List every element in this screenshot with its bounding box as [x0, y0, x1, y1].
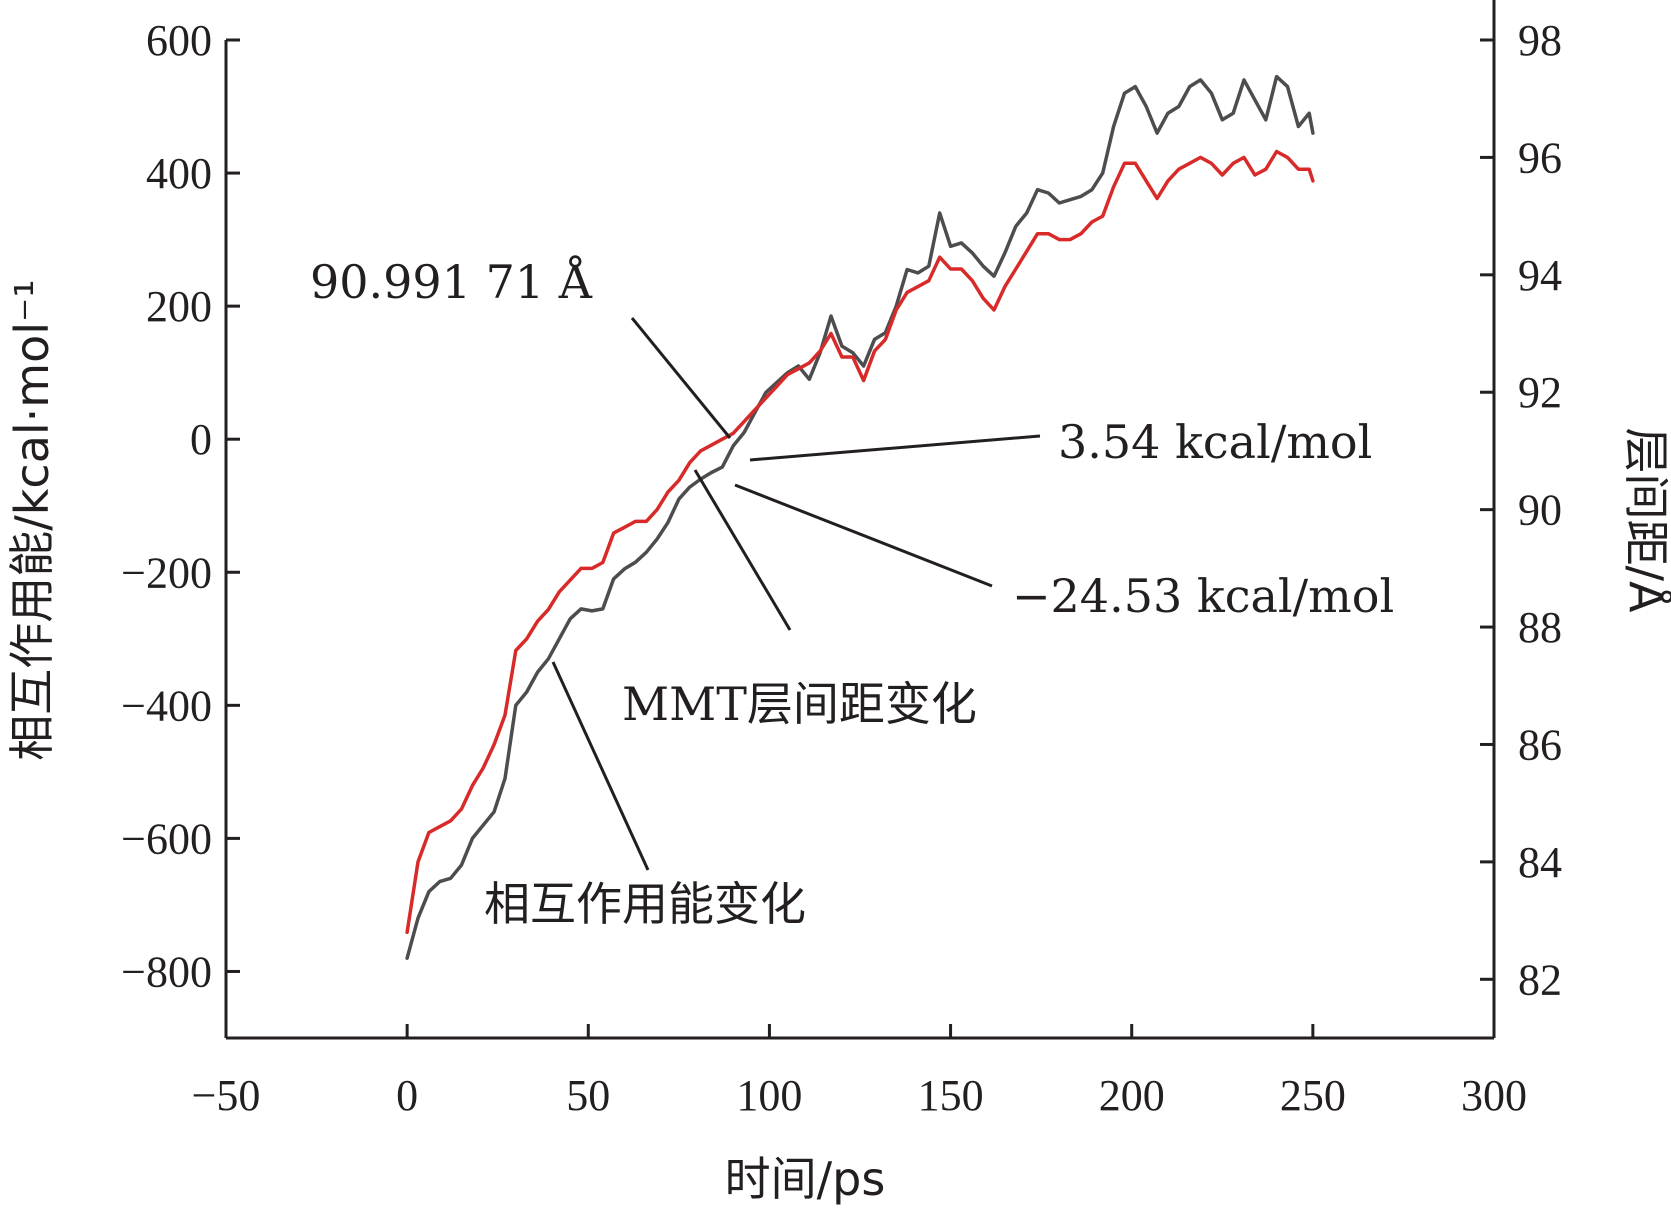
- x-tick-label: −50: [192, 1071, 261, 1120]
- x-tick-label: 150: [918, 1071, 984, 1120]
- series-line-interaction-energy: [405, 74, 1315, 960]
- y-right-tick-label: 84: [1518, 838, 1562, 887]
- annotation-leader-line: [749, 434, 1041, 462]
- x-axis-title: 时间/ps: [725, 1152, 886, 1206]
- y-left-tick-label: 400: [146, 149, 212, 198]
- y-left-tick-label: −200: [121, 548, 212, 597]
- series-line-interlayer-spacing: [405, 149, 1315, 935]
- series-layer: [405, 74, 1315, 960]
- y-left-tick-label: −800: [121, 947, 212, 996]
- annotation-layer: 90.991 71 Å 3.54 kcal/mol −24.53 kcal/mol M…: [310, 254, 1394, 931]
- y-right-tick-label: 86: [1518, 720, 1562, 769]
- x-tick-label: 0: [396, 1071, 418, 1120]
- y-right-tick-label: 88: [1518, 603, 1562, 652]
- x-tick-label: 200: [1099, 1071, 1165, 1120]
- axes: −50 0 50 100 150 200 250 300 600 400 200 0 −200 −400 −…: [121, 0, 1562, 1120]
- y-right-tick-label: 96: [1518, 133, 1562, 182]
- annotation-leader-line: [693, 469, 792, 631]
- x-tick-label: 300: [1461, 1071, 1527, 1120]
- annotation-leader-line: [551, 661, 650, 871]
- y-left-tick-label: 200: [146, 282, 212, 331]
- annotation-label: −24.53 kcal/mol: [1012, 569, 1394, 623]
- y-right-tick-label: 92: [1518, 368, 1562, 417]
- y-axis-right-title: 层间距/Å: [1619, 428, 1671, 613]
- annotation-leader-line: [734, 483, 993, 588]
- annotation-label: 90.991 71 Å: [310, 254, 593, 309]
- y-left-tick-label: 600: [146, 16, 212, 65]
- y-right-tick-label: 98: [1518, 16, 1562, 65]
- annotation-label: 相互作用能变化: [484, 877, 806, 931]
- y-left-tick-label: −400: [121, 681, 212, 730]
- x-tick-label: 50: [566, 1071, 610, 1120]
- y-right-tick-label: 82: [1518, 955, 1562, 1004]
- y-right-tick-label: 94: [1518, 251, 1562, 300]
- y-left-tick-label: −600: [121, 814, 212, 863]
- y-axis-left-title: 相互作用能/kcal·mol⁻¹: [5, 279, 59, 760]
- x-tick-label: 250: [1280, 1071, 1346, 1120]
- y-right-tick-label: 90: [1518, 486, 1562, 535]
- annotation-label: MMT层间距变化: [622, 677, 977, 731]
- y-left-tick-label: 0: [190, 415, 212, 464]
- annotation-label: 3.54 kcal/mol: [1058, 415, 1372, 469]
- annotation-leader-line: [630, 317, 732, 439]
- x-tick-label: 100: [736, 1071, 802, 1120]
